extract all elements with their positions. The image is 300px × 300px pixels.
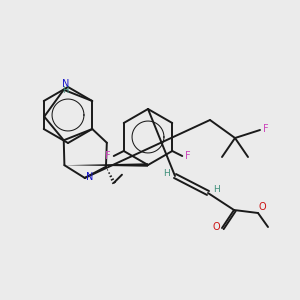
Text: H: H (62, 86, 69, 95)
Text: F: F (185, 151, 191, 161)
Text: H: H (213, 185, 219, 194)
Text: H: H (164, 169, 170, 178)
Text: F: F (105, 151, 111, 161)
Text: N: N (62, 79, 69, 89)
Text: F: F (263, 124, 269, 134)
Text: N: N (86, 172, 93, 182)
Text: O: O (212, 222, 220, 232)
Polygon shape (64, 163, 148, 167)
Text: O: O (258, 202, 266, 212)
